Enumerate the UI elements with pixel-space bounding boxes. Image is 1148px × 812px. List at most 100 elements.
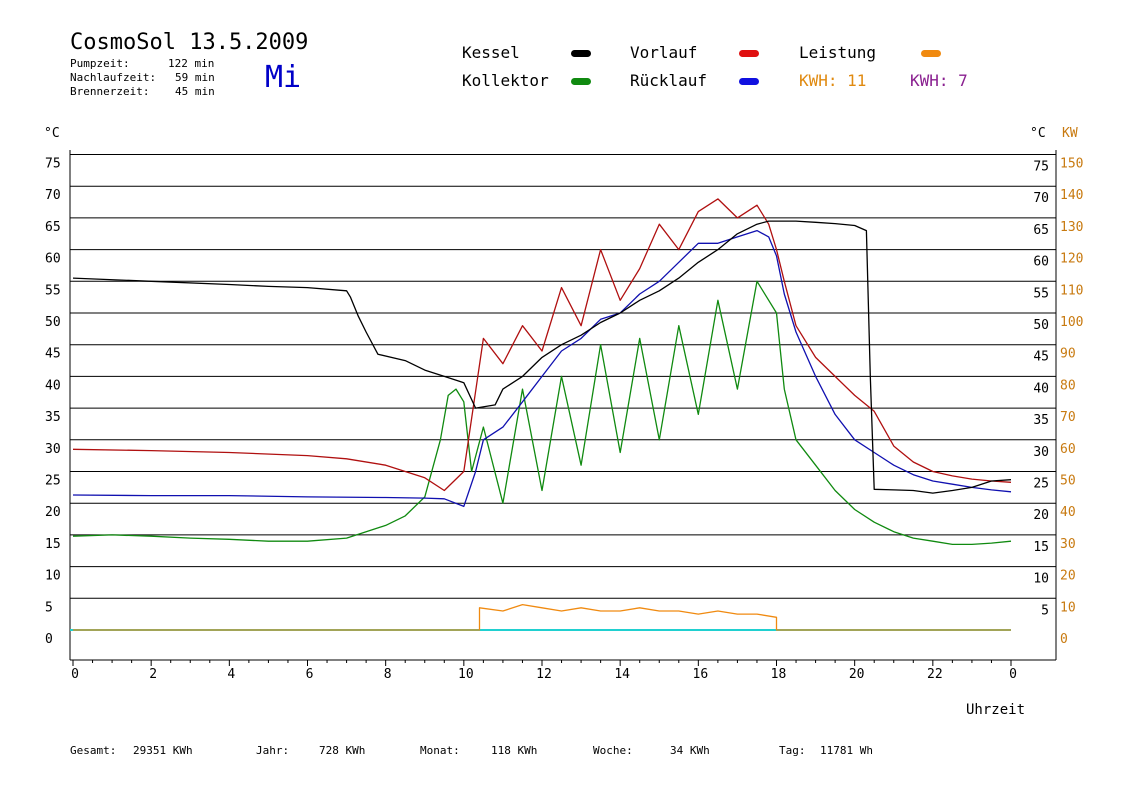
info-nachlaufzeit-value: 59 min [175, 71, 215, 84]
weekday-label: Mi [265, 60, 302, 95]
x-tick-label: 20 [849, 667, 865, 682]
info-brennerzeit-value: 45 min [175, 85, 215, 98]
y-tick-left: 25 [45, 474, 61, 489]
y-tick-left: 30 [45, 442, 61, 457]
y-tick-right: 30 [1033, 445, 1049, 460]
footer-tag-label: Tag: [779, 744, 806, 757]
y-tick-right: 15 [1033, 540, 1049, 555]
x-tick-label: 10 [458, 667, 474, 682]
y-tick-right: 5 [1041, 603, 1049, 618]
y-tick-right: 40 [1033, 381, 1049, 396]
y-tick-kw: 130 [1060, 220, 1083, 235]
y-tick-right: 55 [1033, 286, 1049, 301]
info-brennerzeit: Brennerzeit: [70, 85, 150, 98]
legend-leistung-label: Leistung [799, 43, 877, 62]
y-tick-kw: 20 [1060, 569, 1076, 584]
y-tick-kw: 10 [1060, 600, 1076, 615]
legend-ruecklauf-label: Rücklauf [630, 71, 708, 90]
legend-vorlauf-swatch [739, 50, 759, 57]
y-tick-kw: 80 [1060, 378, 1076, 393]
y-tick-kw: 150 [1060, 157, 1083, 172]
series-line-ruecklauf [72, 229, 1012, 508]
y-tick-kw: 50 [1060, 474, 1076, 489]
y-tick-kw: 60 [1060, 442, 1076, 457]
y-axis-unit-kw: KW [1062, 126, 1078, 141]
y-tick-left: 10 [45, 569, 61, 584]
kwh-secondary: KWH: 7 [910, 71, 968, 90]
y-tick-left: 20 [45, 505, 61, 520]
legend-leistung-swatch [921, 50, 941, 57]
footer-woche-value: 34 KWh [670, 744, 710, 757]
y-tick-right: 75 [1033, 160, 1049, 175]
y-tick-kw: 110 [1060, 283, 1083, 298]
footer-gesamt-label: Gesamt: [70, 744, 117, 757]
y-tick-right: 70 [1033, 191, 1049, 206]
y-tick-left: 5 [45, 600, 53, 615]
y-tick-left: 45 [45, 347, 61, 362]
footer-gesamt-value: 29351 KWh [133, 744, 193, 757]
y-tick-left: 60 [45, 252, 61, 267]
info-pumpzeit: Pumpzeit: [70, 57, 130, 70]
legend-vorlauf-label: Vorlauf [630, 43, 698, 62]
x-tick-label: 18 [771, 667, 787, 682]
y-tick-right: 10 [1033, 572, 1049, 587]
y-tick-kw: 100 [1060, 315, 1083, 330]
legend-kollektor-swatch [571, 78, 591, 85]
y-tick-left: 50 [45, 315, 61, 330]
footer-tag-value: 11781 Wh [820, 744, 873, 757]
y-tick-left: 40 [45, 378, 61, 393]
x-tick-label: 8 [384, 667, 392, 682]
x-tick-label: 22 [927, 667, 943, 682]
y-tick-kw: 70 [1060, 410, 1076, 425]
x-tick-label: 6 [306, 667, 314, 682]
y-tick-left: 65 [45, 220, 61, 235]
legend-kessel-swatch [571, 50, 591, 57]
x-axis-label: Uhrzeit [966, 702, 1025, 718]
x-tick-label: 0 [71, 667, 79, 682]
y-tick-kw: 120 [1060, 252, 1083, 267]
info-nachlaufzeit: Nachlaufzeit: [70, 71, 157, 84]
y-tick-kw: 0 [1060, 632, 1068, 647]
x-tick-label: 14 [614, 667, 630, 682]
y-tick-left: 35 [45, 410, 61, 425]
info-pumpzeit-value: 122 min [168, 57, 215, 70]
x-tick-label: 12 [536, 667, 552, 682]
y-tick-right: 60 [1033, 255, 1049, 270]
y-tick-right: 65 [1033, 223, 1049, 238]
y-tick-right: 45 [1033, 350, 1049, 365]
y-tick-right: 35 [1033, 413, 1049, 428]
footer-monat-value: 118 KWh [491, 744, 538, 757]
y-tick-left: 15 [45, 537, 61, 552]
kwh-leistung: KWH: 11 [799, 71, 867, 90]
x-tick-label: 16 [693, 667, 709, 682]
y-tick-right: 50 [1033, 318, 1049, 333]
chart-title: CosmoSol 13.5.2009 [70, 30, 309, 55]
y-tick-left: 0 [45, 632, 53, 647]
y-tick-kw: 140 [1060, 188, 1083, 203]
series-line-vorlauf [72, 198, 1012, 492]
y-tick-left: 55 [45, 283, 61, 298]
y-tick-kw: 40 [1060, 505, 1076, 520]
y-tick-left: 75 [45, 157, 61, 172]
legend-kessel-label: Kessel [462, 43, 520, 62]
footer-jahr-value: 728 KWh [319, 744, 366, 757]
y-tick-left: 70 [45, 188, 61, 203]
x-tick-label: 0 [1009, 667, 1017, 682]
y-axis-unit-right: °C [1030, 126, 1046, 141]
x-tick-label: 2 [149, 667, 157, 682]
series-line-kollektor [72, 280, 1012, 546]
y-tick-kw: 90 [1060, 347, 1076, 362]
y-tick-right: 20 [1033, 508, 1049, 523]
y-axis-unit-left: °C [44, 126, 60, 141]
footer-jahr-label: Jahr: [256, 744, 290, 757]
legend-kollektor-label: Kollektor [462, 71, 549, 90]
footer-monat-label: Monat: [420, 744, 460, 757]
x-tick-label: 4 [227, 667, 235, 682]
legend-ruecklauf-swatch [739, 78, 759, 85]
y-tick-right: 25 [1033, 477, 1049, 492]
footer-woche-label: Woche: [593, 744, 633, 757]
series-line-kessel [72, 220, 1012, 494]
series-line-leistung [73, 603, 1011, 631]
y-tick-kw: 30 [1060, 537, 1076, 552]
